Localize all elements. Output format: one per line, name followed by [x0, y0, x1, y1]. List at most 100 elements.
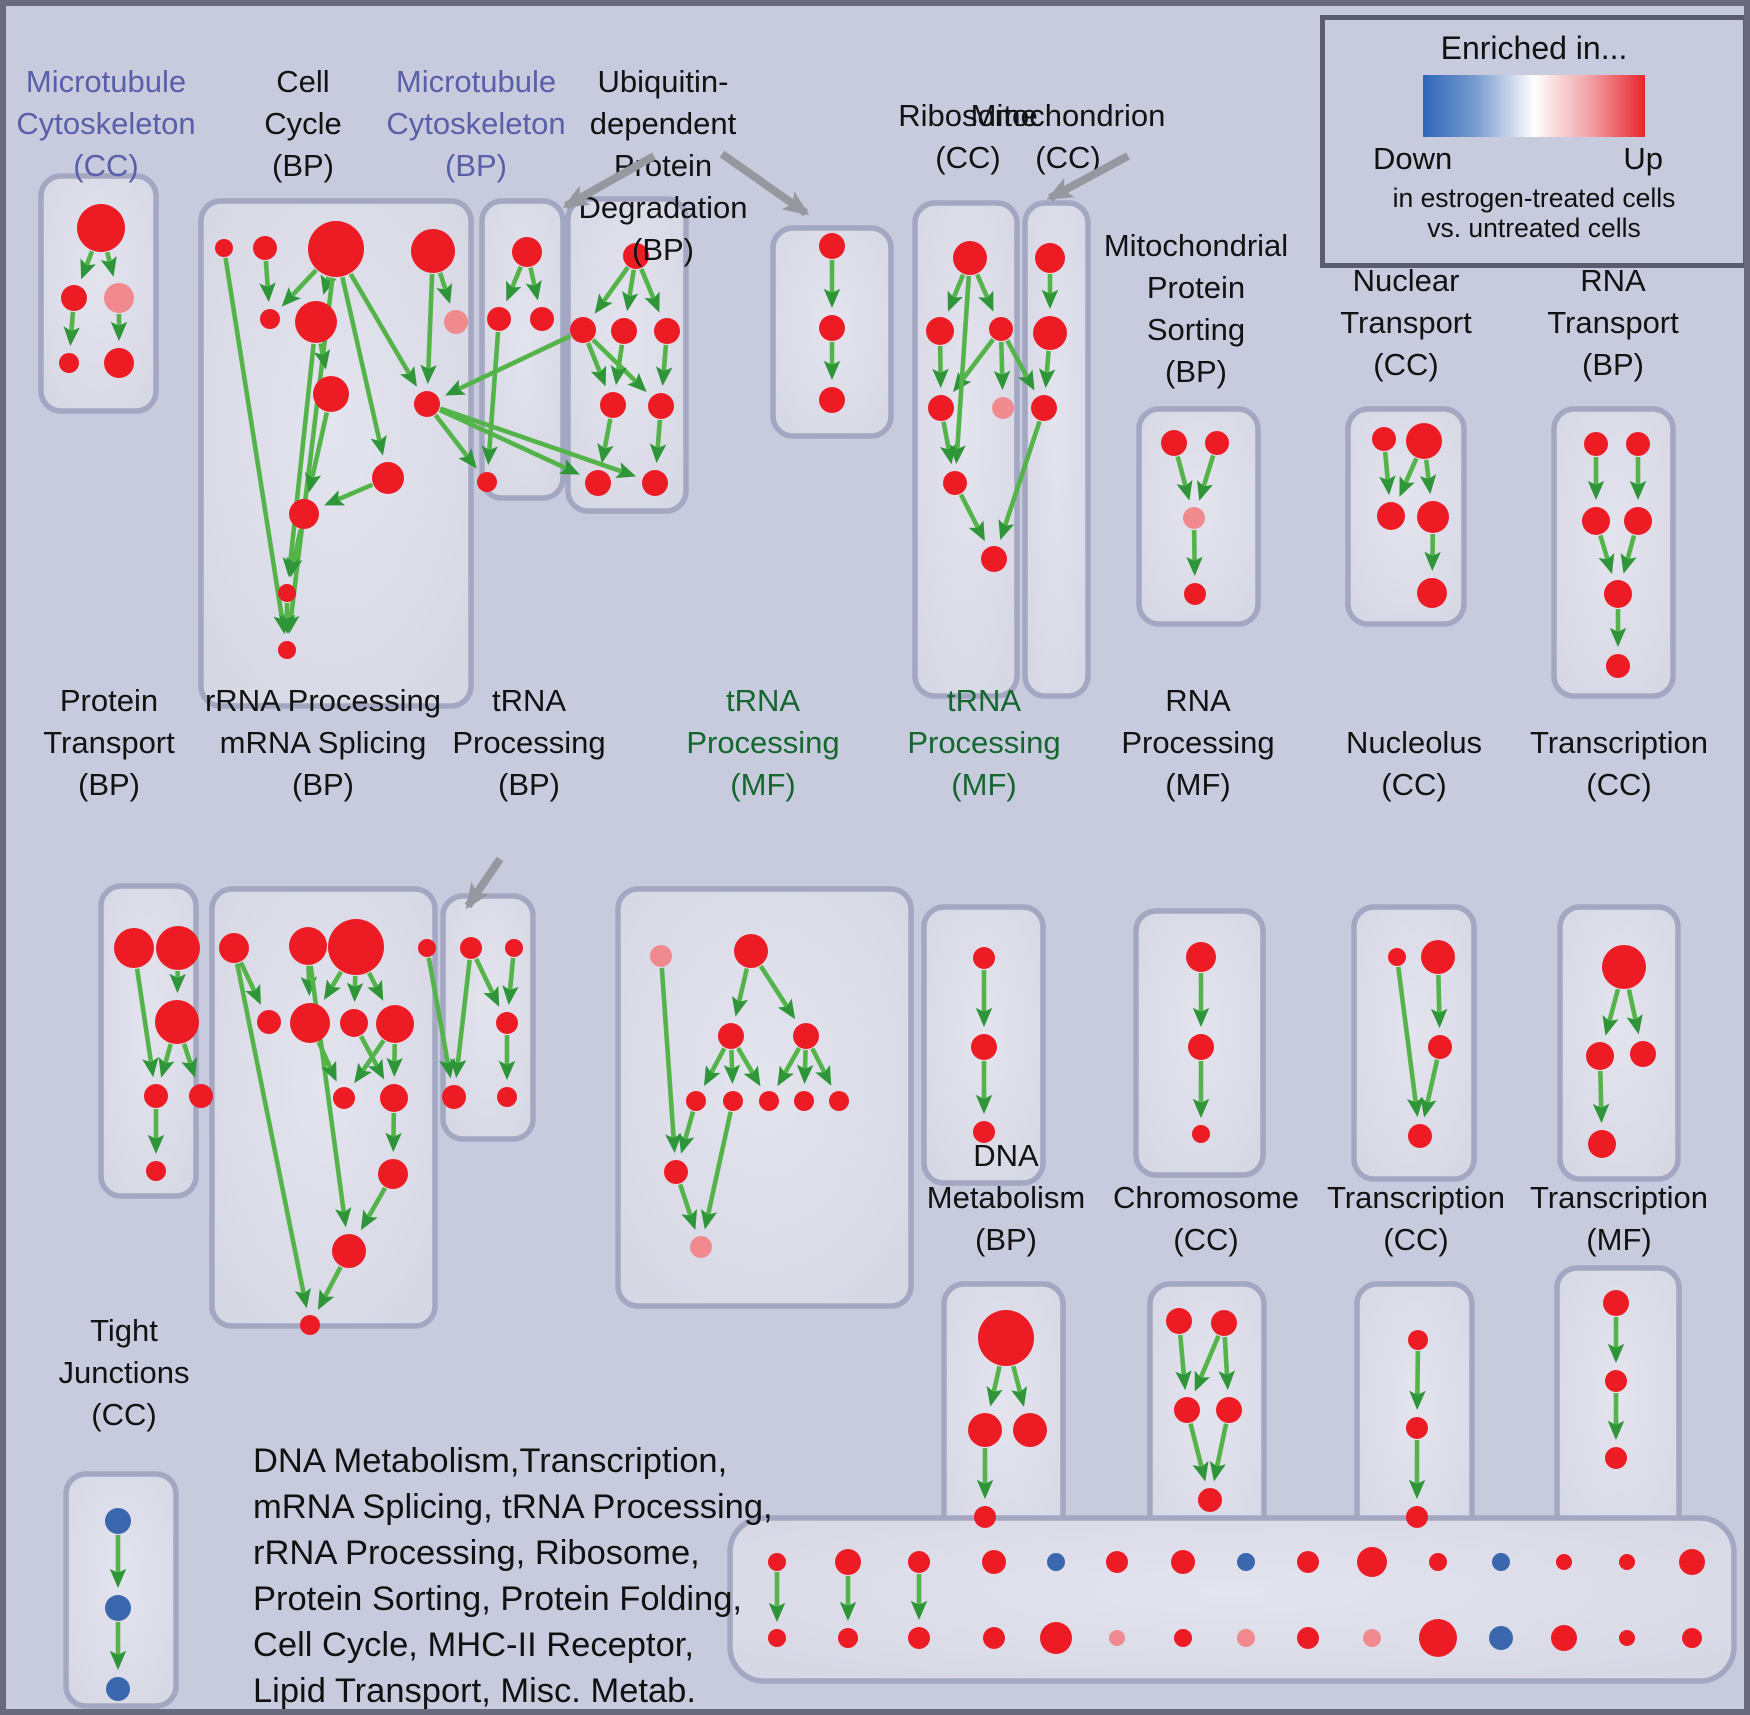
go-term-node-b2 — [253, 236, 277, 260]
edge-trna-processing-mf-large — [810, 1047, 832, 1086]
edge-trna-processing-bp — [474, 957, 500, 1007]
label-pointer-arrow-2 — [1046, 152, 1130, 202]
legend-gradient-bar — [1423, 75, 1645, 137]
footer-category-line-2: rRNA Processing, Ribosome, — [253, 1534, 700, 1572]
edge-chromosome-cc — [1188, 1422, 1209, 1482]
go-term-node-h3 — [1192, 1125, 1210, 1143]
go-term-node-d1 — [978, 1310, 1034, 1366]
edge-protein-transport-bp — [158, 1043, 175, 1078]
go-term-node-k6b — [1109, 1630, 1125, 1646]
edge-microtubule-cytoskeleton-cc — [100, 251, 117, 277]
go-term-node-q9 — [333, 1087, 355, 1109]
go-term-node-g3 — [718, 1023, 744, 1049]
go-term-node-s3 — [973, 1121, 995, 1143]
go-term-node-v1 — [819, 233, 845, 259]
go-term-node-k9b — [1297, 1627, 1319, 1649]
go-term-node-j2 — [105, 1595, 131, 1621]
go-term-node-o3 — [1630, 1041, 1656, 1067]
go-term-node-q13 — [300, 1315, 320, 1335]
go-term-node-p1 — [114, 928, 154, 968]
cluster-label-6: Mitochondrial Protein Sorting (BP) — [1104, 228, 1288, 389]
go-term-node-r4 — [928, 395, 954, 421]
go-term-node-g8 — [794, 1091, 814, 1111]
edge-rrna-processing-mrna-splicing-bp — [317, 1265, 343, 1311]
edge-transcription-cc-middle — [1592, 1070, 1610, 1124]
go-term-node-u4 — [654, 318, 680, 344]
edge-microtubule-cytoskeleton-cc — [80, 250, 96, 280]
go-term-node-k9t — [1297, 1551, 1319, 1573]
edge-protein-transport-bp — [134, 968, 159, 1078]
cluster-box-ribosome-cc — [912, 200, 1020, 699]
go-term-node-a5 — [104, 348, 134, 378]
cluster-box-transcription-cc-middle — [1557, 904, 1681, 1182]
cluster-label-10: rRNA Processing mRNA Splicing (BP) — [205, 683, 441, 802]
edge-chromosome-cc — [1194, 1334, 1221, 1392]
edge-chromosome-cc — [1209, 1423, 1229, 1482]
edge-trna-processing-mf-large — [659, 967, 682, 1154]
go-term-node-b7 — [444, 310, 468, 334]
go-term-node-z1 — [1584, 432, 1608, 456]
edge-cell-cycle-bp — [281, 268, 318, 307]
cross-edge-q4-t4 — [426, 957, 456, 1079]
go-term-node-y1 — [1372, 427, 1396, 451]
edge-ubiquitin-degradation-1 — [622, 269, 639, 312]
go-term-node-k13b — [1551, 1625, 1577, 1651]
go-term-node-e1 — [1166, 1308, 1192, 1334]
go-term-node-k5b — [1040, 1622, 1072, 1654]
go-term-node-n1 — [1388, 948, 1406, 966]
edge-ubiquitin-degradation-1 — [597, 418, 614, 464]
go-term-node-u8 — [642, 470, 668, 496]
go-term-node-w1 — [1035, 243, 1065, 273]
go-term-node-x4 — [1184, 583, 1206, 605]
edge-trna-processing-mf-large — [777, 1047, 802, 1087]
cluster-box-tight-junctions-cc — [63, 1471, 179, 1709]
go-term-node-g5 — [686, 1091, 706, 1111]
go-term-node-d4 — [974, 1506, 996, 1528]
go-term-node-q7 — [340, 1009, 368, 1037]
edge-ubiquitin-degradation-1 — [586, 342, 607, 387]
edge-rrna-processing-mrna-splicing-bp — [300, 965, 318, 997]
go-term-node-g1 — [650, 945, 672, 967]
legend-subtitle-2: vs. untreated cells — [1427, 213, 1641, 243]
edge-protein-transport-bp — [181, 1043, 198, 1078]
legend-up-label: Up — [1623, 141, 1663, 176]
edge-rrna-processing-mrna-splicing-bp — [367, 971, 384, 1001]
edge-cell-cycle-bp — [223, 257, 290, 635]
cluster-box-ubiquitin-degradation-1 — [565, 196, 689, 514]
go-term-node-j3 — [106, 1677, 130, 1701]
go-term-node-u7 — [585, 470, 611, 496]
cluster-label-14: RNA Processing (MF) — [1121, 683, 1274, 802]
edge-mitochondrion-cc — [1038, 350, 1056, 389]
go-term-node-c3 — [530, 307, 554, 331]
go-term-node-j1 — [105, 1508, 131, 1534]
edge-ribosome-cc — [939, 421, 957, 465]
edge-dna-metabolism-bp — [1011, 1365, 1028, 1407]
go-term-node-v2 — [819, 315, 845, 341]
edge-trna-processing-mf-large — [758, 964, 796, 1020]
go-term-node-e2 — [1211, 1310, 1237, 1336]
edge-cell-cycle-bp — [286, 529, 303, 578]
go-term-node-c4 — [477, 472, 497, 492]
edge-ribosome-cc — [975, 273, 994, 312]
go-term-node-k12b — [1489, 1626, 1513, 1650]
go-term-node-x1 — [1161, 430, 1187, 456]
edge-ubiquitin-degradation-1 — [594, 266, 630, 314]
edge-microtubule-cytoskeleton-bp — [525, 267, 542, 301]
go-term-node-q10 — [380, 1084, 408, 1112]
edge-ubiquitin-degradation-1 — [649, 419, 667, 464]
go-term-node-v3 — [819, 387, 845, 413]
go-term-node-k3b — [908, 1627, 930, 1649]
edge-cell-cycle-bp — [259, 260, 276, 303]
go-term-node-t1 — [460, 937, 482, 959]
go-term-node-k4t — [982, 1550, 1006, 1574]
go-term-node-p4 — [144, 1084, 168, 1108]
cluster-label-18: Chromosome (CC) — [1113, 1180, 1299, 1257]
go-term-node-q11 — [378, 1159, 408, 1189]
go-term-node-a4 — [59, 353, 79, 373]
cluster-label-8: RNA Transport (BP) — [1547, 263, 1679, 382]
go-term-node-k7b — [1174, 1629, 1192, 1647]
go-term-node-b5 — [260, 309, 280, 329]
edge-cell-cycle-bp — [436, 272, 453, 304]
edge-chromosome-cc — [1218, 1336, 1236, 1391]
go-term-node-g2 — [734, 934, 768, 968]
